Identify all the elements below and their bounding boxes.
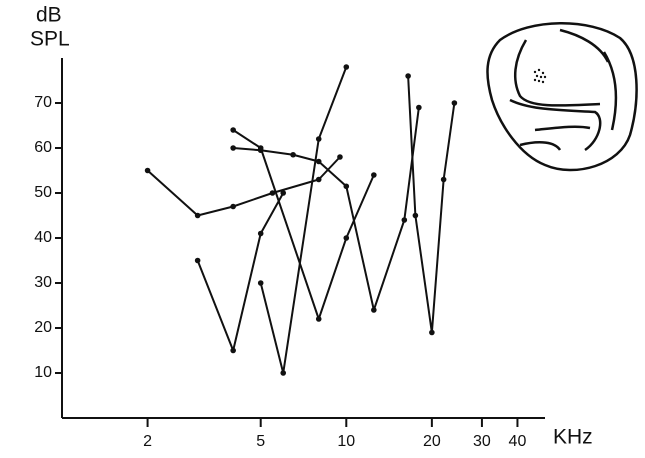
x-tick-label: 20	[423, 433, 441, 450]
data-point	[337, 154, 343, 160]
y-tick-label: 20	[34, 319, 52, 336]
data-point	[258, 280, 264, 286]
y-tick-label: 60	[34, 139, 52, 156]
y-tick-label: 40	[34, 229, 52, 246]
y-tick-label: 70	[34, 94, 52, 111]
data-point	[230, 127, 236, 133]
data-point	[343, 235, 349, 241]
x-tick-label: 10	[337, 433, 355, 450]
y-tick-label: 10	[34, 364, 52, 381]
data-point	[280, 370, 286, 376]
data-point	[145, 168, 151, 174]
data-point	[258, 147, 264, 153]
data-point	[316, 136, 322, 142]
curve	[233, 108, 419, 311]
data-point	[230, 348, 236, 354]
data-point	[195, 258, 201, 264]
data-point	[429, 330, 435, 336]
x-axis-label: KHz	[553, 426, 593, 449]
data-point	[280, 190, 286, 196]
curve	[408, 76, 454, 333]
x-tick-label: 40	[509, 433, 527, 450]
data-point	[316, 159, 322, 165]
y-tick-label: 50	[34, 184, 52, 201]
data-point	[195, 213, 201, 219]
data-point	[405, 73, 411, 79]
x-tick-label: 5	[256, 433, 265, 450]
data-point	[230, 204, 236, 210]
y-axis-label: SPL	[30, 28, 70, 51]
data-point	[402, 217, 408, 223]
data-point	[230, 145, 236, 151]
data-point	[316, 177, 322, 183]
x-tick-label: 2	[143, 433, 152, 450]
brain-illustration	[487, 23, 636, 170]
data-point	[343, 64, 349, 70]
y-tick-label: 30	[34, 274, 52, 291]
x-tick-label: 30	[473, 433, 491, 450]
data-point	[452, 100, 458, 106]
data-point	[371, 307, 377, 313]
data-point	[290, 152, 296, 158]
y-axis-label: dB	[36, 4, 62, 27]
data-point	[316, 316, 322, 322]
data-point	[441, 177, 447, 183]
data-point	[343, 183, 349, 189]
curve	[198, 193, 284, 351]
data-point	[258, 231, 264, 237]
data-point	[416, 105, 422, 111]
chart: dB SPL KHz 10 20 30 40 50 60 70 2 5 10 20 30 40	[0, 0, 645, 458]
data-point	[371, 172, 377, 178]
data-point	[413, 213, 419, 219]
curve	[261, 67, 347, 373]
